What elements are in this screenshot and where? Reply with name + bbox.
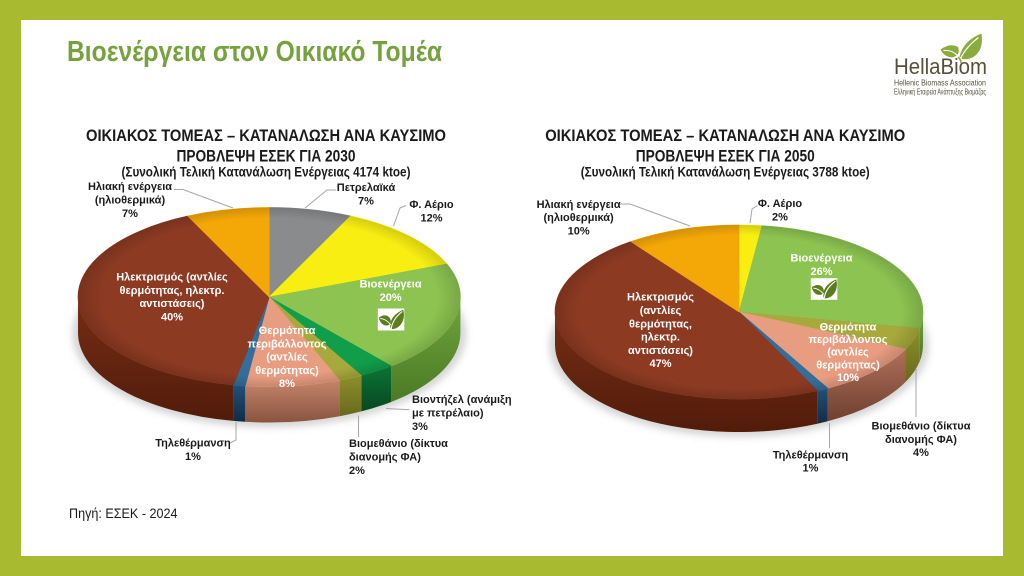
svg-text:ηλεκτρ.: ηλεκτρ. xyxy=(641,332,680,344)
svg-text:Βιομεθάνιο (δίκτυα: Βιομεθάνιο (δίκτυα xyxy=(349,438,448,450)
svg-text:Πετρελαϊκά: Πετρελαϊκά xyxy=(337,182,396,194)
svg-text:Φ. Αέριο: Φ. Αέριο xyxy=(758,198,803,210)
svg-text:(Συνολική Τελική Κατανάλωση Εν: (Συνολική Τελική Κατανάλωση Ενέργειας 41… xyxy=(122,165,411,180)
svg-text:Θερμότητα: Θερμότητα xyxy=(820,322,877,334)
svg-text:1%: 1% xyxy=(803,463,819,475)
svg-text:ΠΡΟΒΛΕΨΗ ΕΣΕΚ ΓΙΑ 2030: ΠΡΟΒΛΕΨΗ ΕΣΕΚ ΓΙΑ 2030 xyxy=(177,147,356,166)
svg-text:(ηλιοθερμικά): (ηλιοθερμικά) xyxy=(543,212,614,224)
svg-text:4%: 4% xyxy=(913,447,929,459)
svg-text:διανομής ΦΑ): διανομής ΦΑ) xyxy=(885,434,957,446)
svg-text:Ηλεκτρισμός: Ηλεκτρισμός xyxy=(627,292,694,304)
svg-text:7%: 7% xyxy=(358,195,374,207)
svg-text:θερμότητας): θερμότητας) xyxy=(255,365,319,377)
svg-text:Ηλιακή ενέργεια: Ηλιακή ενέργεια xyxy=(88,181,172,193)
svg-text:12%: 12% xyxy=(420,212,442,224)
svg-text:Ελληνική Εταιρεία Ανάπτυξης Βι: Ελληνική Εταιρεία Ανάπτυξης Βιομάζας xyxy=(894,88,986,97)
svg-text:8%: 8% xyxy=(279,378,295,390)
svg-text:Βιοενέργεια στον Οικιακό Τομέα: Βιοενέργεια στον Οικιακό Τομέα xyxy=(67,36,442,68)
svg-text:ΠΡΟΒΛΕΨΗ ΕΣΕΚ ΓΙΑ 2050: ΠΡΟΒΛΕΨΗ ΕΣΕΚ ΓΙΑ 2050 xyxy=(636,147,815,166)
svg-text:διανομής ΦΑ): διανομής ΦΑ) xyxy=(349,451,421,463)
svg-text:Βιοενέργεια: Βιοενέργεια xyxy=(791,253,853,265)
svg-text:Θερμότητα: Θερμότητα xyxy=(259,325,316,337)
svg-text:(Συνολική Τελική Κατανάλωση Εν: (Συνολική Τελική Κατανάλωση Ενέργειας 37… xyxy=(581,165,870,180)
svg-text:περιβάλλοντος: περιβάλλοντος xyxy=(248,338,327,350)
svg-text:26%: 26% xyxy=(810,266,832,278)
svg-text:με πετρέλαιο): με πετρέλαιο) xyxy=(412,407,484,419)
svg-text:10%: 10% xyxy=(568,225,590,237)
svg-text:Βιομεθάνιο (δίκτυα: Βιομεθάνιο (δίκτυα xyxy=(872,421,971,433)
svg-text:47%: 47% xyxy=(649,358,671,370)
svg-text:3%: 3% xyxy=(412,421,428,433)
svg-text:(ηλιοθερμικά): (ηλιοθερμικά) xyxy=(95,194,166,206)
svg-text:θερμότητας): θερμότητας) xyxy=(816,359,880,371)
svg-text:Ηλεκτρισμός (αντλίες: Ηλεκτρισμός (αντλίες xyxy=(116,272,228,284)
svg-text:10%: 10% xyxy=(837,372,859,384)
svg-text:(αντλίες: (αντλίες xyxy=(266,352,308,364)
svg-text:(αντλίες: (αντλίες xyxy=(640,305,682,317)
svg-text:ΟΙΚΙΑΚΟΣ ΤΟΜΕΑΣ – ΚΑΤΑΝΑΛΩΣΗ Α: ΟΙΚΙΑΚΟΣ ΤΟΜΕΑΣ – ΚΑΤΑΝΑΛΩΣΗ ΑΝΑ ΚΑΥΣΙΜΟ xyxy=(86,126,446,145)
svg-text:2%: 2% xyxy=(349,465,365,477)
svg-text:θερμότητας,: θερμότητας, xyxy=(629,318,692,330)
svg-text:20%: 20% xyxy=(380,292,402,304)
svg-text:Φ. Αέριο: Φ. Αέριο xyxy=(409,199,454,211)
svg-text:ΟΙΚΙΑΚΟΣ ΤΟΜΕΑΣ – ΚΑΤΑΝΑΛΩΣΗ Α: ΟΙΚΙΑΚΟΣ ΤΟΜΕΑΣ – ΚΑΤΑΝΑΛΩΣΗ ΑΝΑ ΚΑΥΣΙΜΟ xyxy=(545,126,905,145)
svg-text:θερμότητας, ηλεκτρ.: θερμότητας, ηλεκτρ. xyxy=(120,285,225,297)
svg-text:Τηλεθέρμανση: Τηλεθέρμανση xyxy=(155,438,231,450)
svg-text:1%: 1% xyxy=(185,451,201,463)
svg-text:Βιοενέργεια: Βιοενέργεια xyxy=(360,279,422,291)
svg-text:2%: 2% xyxy=(772,212,788,224)
svg-text:Πηγή: ΕΣΕΚ - 2024: Πηγή: ΕΣΕΚ - 2024 xyxy=(69,505,178,521)
svg-text:40%: 40% xyxy=(161,311,183,323)
svg-text:(αντλίες: (αντλίες xyxy=(827,347,869,359)
svg-text:Ηλιακή ενέργεια: Ηλιακή ενέργεια xyxy=(537,199,621,211)
svg-text:περιβάλλοντος: περιβάλλοντος xyxy=(809,334,888,346)
svg-text:HellaBiom: HellaBiom xyxy=(894,54,987,79)
svg-text:Τηλεθέρμανση: Τηλεθέρμανση xyxy=(773,449,849,461)
svg-text:Βιοντήζελ (ανάμιξη: Βιοντήζελ (ανάμιξη xyxy=(412,394,512,406)
svg-text:αντιστάσεις): αντιστάσεις) xyxy=(628,345,693,357)
svg-text:Hellenic Biomass Association: Hellenic Biomass Association xyxy=(894,78,986,88)
svg-text:7%: 7% xyxy=(122,208,138,220)
svg-text:αντιστάσεις): αντιστάσεις) xyxy=(140,298,205,310)
